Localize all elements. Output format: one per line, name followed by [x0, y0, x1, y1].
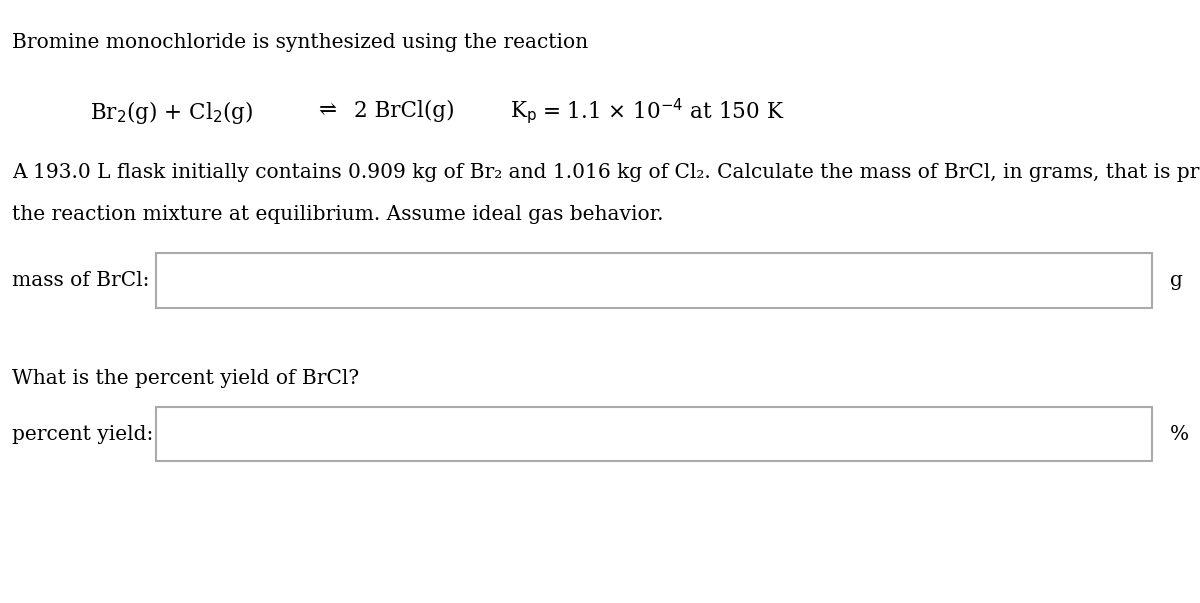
Text: What is the percent yield of BrCl?: What is the percent yield of BrCl? — [12, 369, 359, 388]
FancyBboxPatch shape — [156, 407, 1152, 461]
Text: K$_\mathrm{p}$: K$_\mathrm{p}$ — [510, 99, 538, 126]
FancyBboxPatch shape — [156, 253, 1152, 308]
Text: percent yield:: percent yield: — [12, 425, 154, 444]
Text: 2 BrCl(g): 2 BrCl(g) — [354, 99, 455, 122]
Text: ⇌: ⇌ — [318, 99, 336, 121]
Text: = 1.1 $\times$ 10$^{-4}$ at 150 K: = 1.1 $\times$ 10$^{-4}$ at 150 K — [542, 99, 785, 125]
Text: Br$_2$(g) + Cl$_2$(g): Br$_2$(g) + Cl$_2$(g) — [90, 99, 253, 127]
Text: mass of BrCl:: mass of BrCl: — [12, 271, 150, 290]
Text: %: % — [1170, 425, 1189, 444]
Text: g: g — [1170, 271, 1183, 290]
Text: Bromine monochloride is synthesized using the reaction: Bromine monochloride is synthesized usin… — [12, 33, 588, 52]
Text: the reaction mixture at equilibrium. Assume ideal gas behavior.: the reaction mixture at equilibrium. Ass… — [12, 205, 664, 224]
Text: A 193.0 L flask initially contains 0.909 kg of Br₂ and 1.016 kg of Cl₂. Calculat: A 193.0 L flask initially contains 0.909… — [12, 163, 1200, 182]
